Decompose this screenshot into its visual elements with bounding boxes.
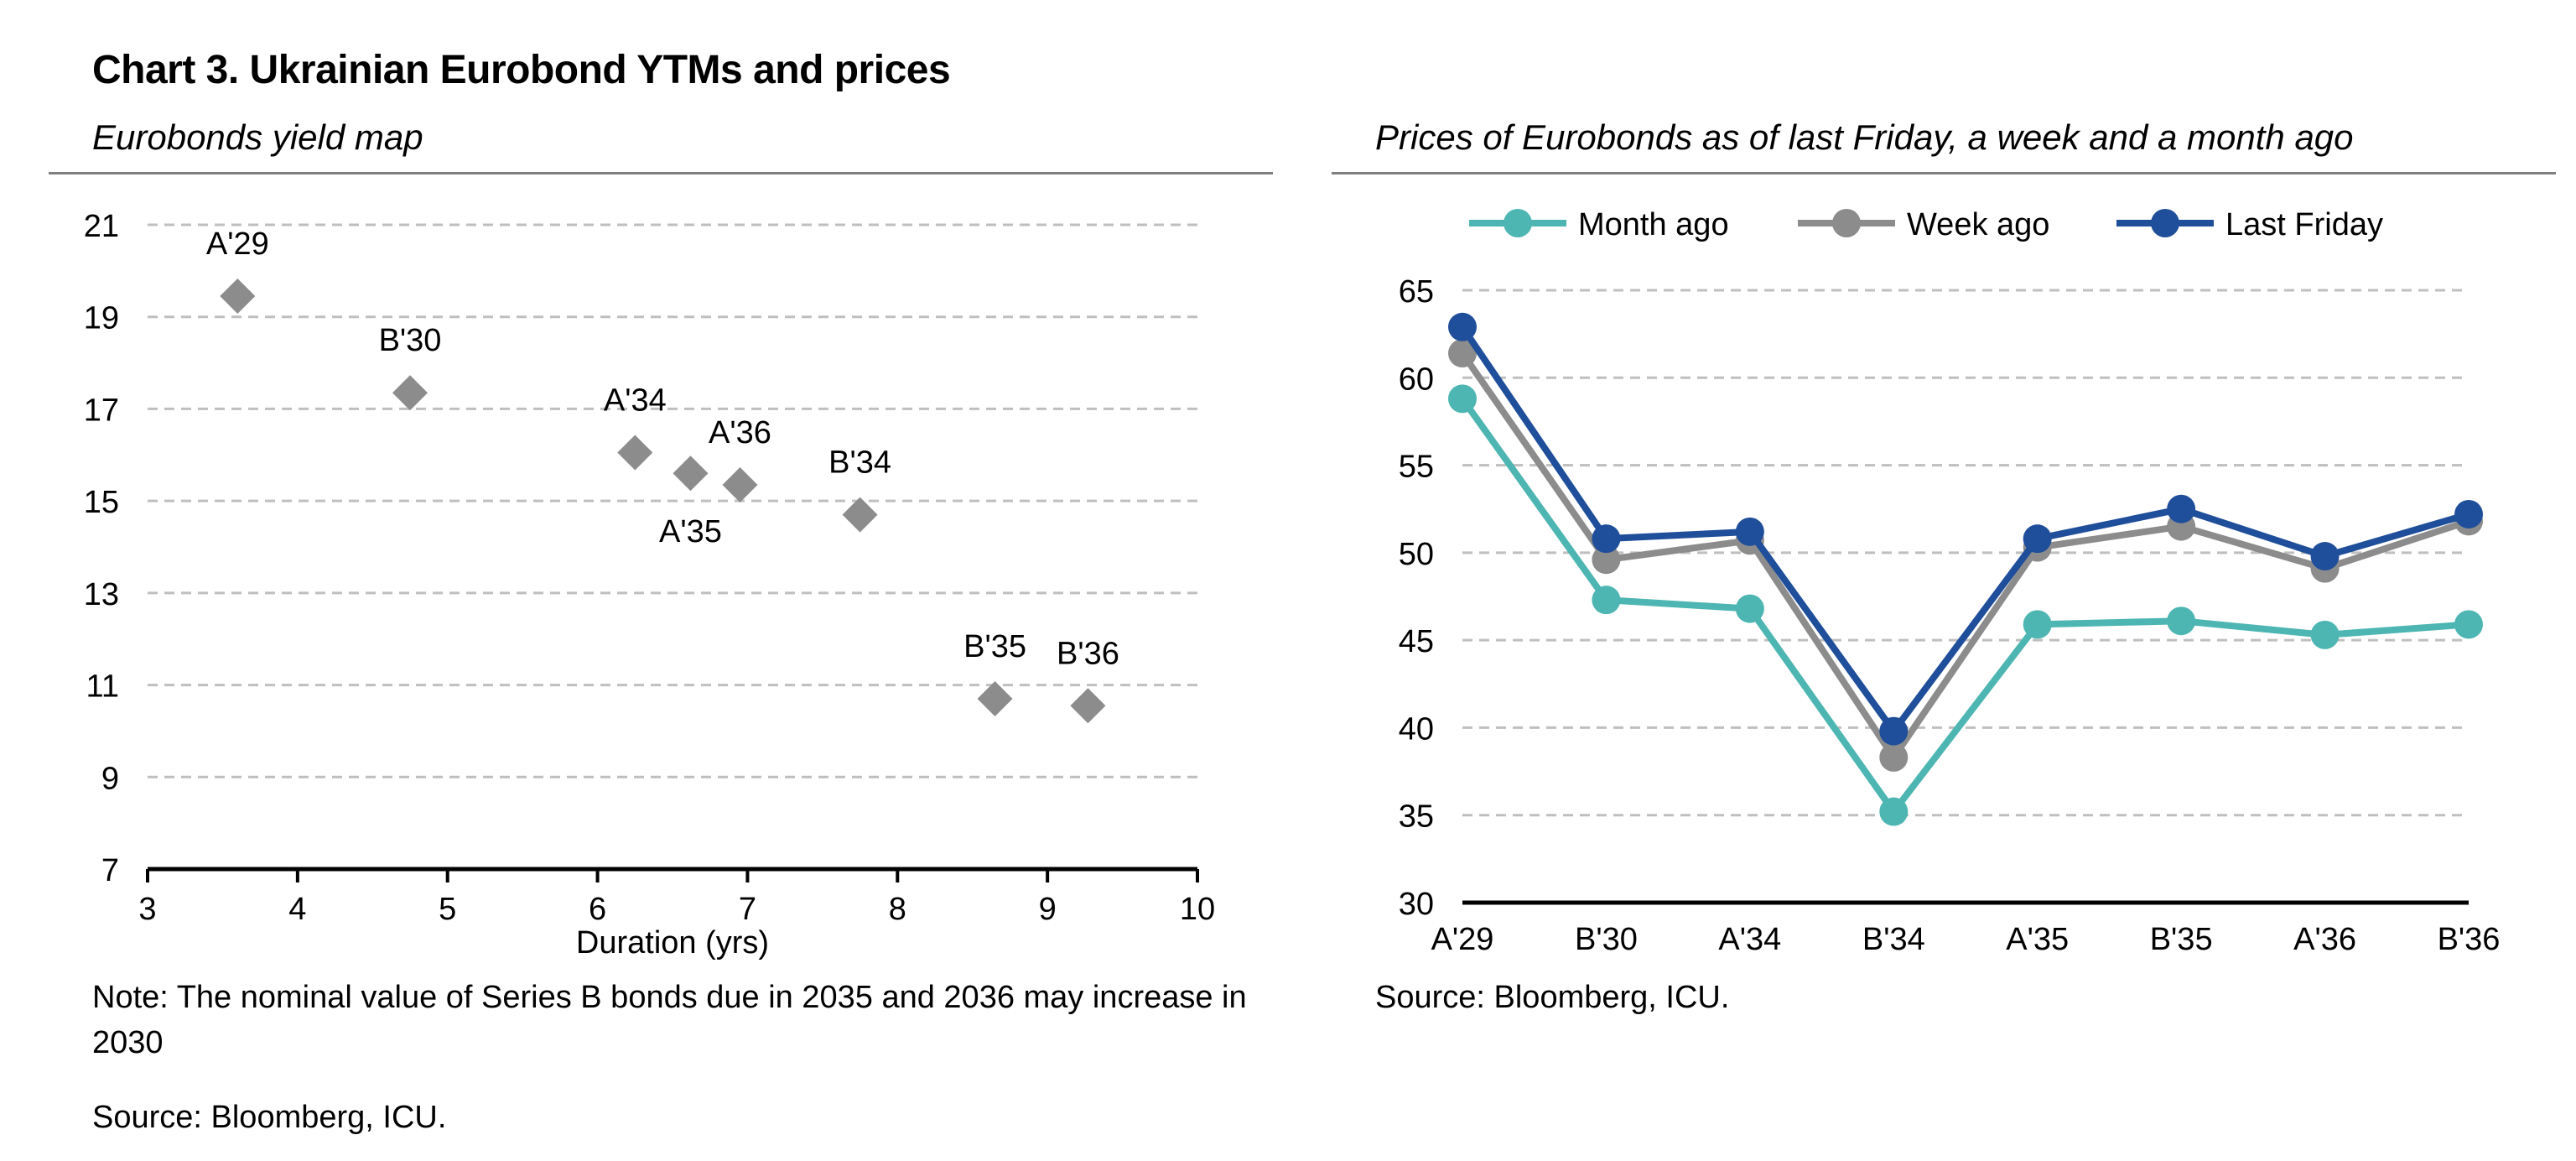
legend-swatch-marker: [1504, 209, 1532, 237]
y-tick-label: 60: [1399, 362, 1434, 397]
data-point: [2310, 542, 2340, 571]
y-tick-label: 21: [84, 209, 119, 244]
data-point: [1879, 742, 1909, 772]
legend-swatch-marker: [2151, 209, 2179, 237]
y-tick-label: 11: [86, 669, 119, 705]
data-point: [2167, 607, 2196, 636]
left-source: Source: Bloomberg, ICU.: [92, 1100, 447, 1135]
data-point: [1592, 545, 1621, 575]
data-label: B'35: [963, 629, 1026, 664]
right-source: Source: Bloomberg, ICU.: [1375, 980, 1730, 1015]
left-header-rule: [49, 172, 1273, 174]
data-point: [2023, 610, 2052, 639]
y-tick-label: 15: [84, 485, 119, 520]
x-tick-label: 4: [288, 892, 306, 927]
data-label: A'29: [206, 226, 269, 262]
right-header-rule: [1332, 172, 2556, 174]
data-label: B'30: [379, 323, 442, 358]
data-point: [1592, 524, 1621, 554]
x-tick-label: B'30: [1575, 922, 1638, 957]
data-point: [1879, 797, 1909, 826]
data-point: [2023, 524, 2052, 554]
x-tick-label: 8: [889, 892, 906, 927]
data-point: [1735, 517, 1764, 546]
y-tick-label: 35: [1399, 799, 1434, 835]
data-point: [1448, 384, 1477, 414]
series-line-2: [1459, 325, 2470, 735]
data-point: [673, 456, 709, 492]
y-tick-label: 7: [101, 853, 119, 888]
y-tick-label: 9: [101, 761, 119, 796]
left-chart-subtitle: Eurobonds yield map: [92, 117, 423, 157]
y-tick-label: 17: [84, 393, 119, 428]
y-tick-label: 65: [1399, 274, 1434, 310]
y-tick-label: 55: [1399, 450, 1434, 485]
y-tick-label: 40: [1399, 711, 1434, 747]
y-tick-label: 13: [84, 577, 119, 612]
x-tick-label: 6: [589, 892, 606, 927]
x-tick-label: A'36: [2293, 922, 2356, 957]
series-line-0: [1459, 396, 2470, 815]
x-tick-label: B'35: [2150, 922, 2213, 957]
y-tick-label: 30: [1399, 887, 1434, 922]
data-label: A'34: [604, 383, 667, 419]
data-point: [1592, 586, 1621, 615]
y-tick-label: 45: [1399, 624, 1434, 659]
series-line-1: [1459, 351, 2470, 761]
right-chart-subtitle: Prices of Eurobonds as of last Friday, a…: [1375, 117, 2354, 157]
data-point: [2454, 499, 2483, 528]
x-tick-label: 10: [1180, 892, 1215, 927]
legend-label: Week ago: [1907, 207, 2049, 242]
data-point: [220, 279, 256, 315]
x-tick-label: B'36: [2438, 922, 2501, 957]
y-tick-label: 50: [1399, 537, 1434, 572]
data-point: [1879, 716, 1909, 746]
x-tick-label: A'35: [2006, 922, 2069, 957]
data-label: A'36: [709, 415, 771, 450]
data-point: [977, 681, 1013, 717]
data-point: [2167, 494, 2196, 523]
page-title: Chart 3. Ukrainian Eurobond YTMs and pri…: [92, 48, 951, 92]
data-point: [392, 375, 428, 411]
data-point: [1448, 339, 1477, 368]
x-tick-label: A'34: [1718, 922, 1781, 957]
data-label: A'35: [659, 514, 722, 549]
x-axis-title: Duration (yrs): [576, 925, 769, 961]
y-tick-label: 19: [84, 301, 119, 336]
x-tick-label: 9: [1039, 892, 1057, 927]
data-point: [1735, 594, 1764, 623]
data-point: [1448, 312, 1477, 341]
x-tick-label: B'34: [1862, 922, 1925, 957]
left-note: Note: The nominal value of Series B bond…: [92, 980, 1247, 1060]
data-point: [2310, 620, 2340, 649]
x-tick-label: 7: [739, 892, 756, 927]
x-tick-label: 3: [138, 892, 156, 927]
data-point: [617, 435, 653, 471]
legend-label: Last Friday: [2225, 207, 2383, 242]
x-tick-label: 5: [439, 892, 456, 927]
data-label: B'34: [828, 445, 891, 481]
legend-label: Month ago: [1578, 207, 1729, 242]
data-point: [722, 466, 758, 502]
data-point: [842, 497, 878, 533]
data-point: [1070, 688, 1106, 724]
x-tick-label: A'29: [1431, 922, 1494, 957]
data-point: [2454, 610, 2483, 639]
data-label: B'36: [1057, 636, 1119, 671]
legend-swatch-marker: [1832, 209, 1861, 237]
